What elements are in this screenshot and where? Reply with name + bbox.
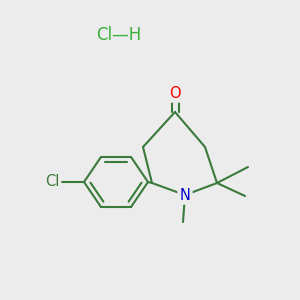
Text: Cl: Cl [45,175,59,190]
Text: N: N [180,188,190,202]
Text: O: O [169,85,181,100]
Text: Cl—H: Cl—H [96,26,141,44]
